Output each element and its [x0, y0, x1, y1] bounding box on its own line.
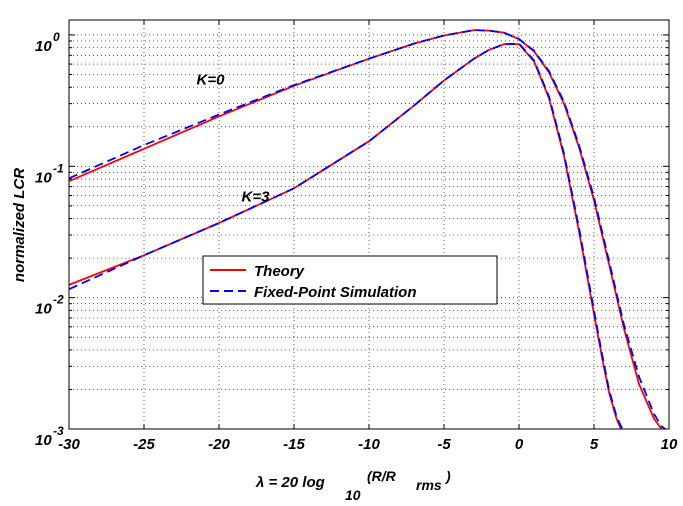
y-tick-label: 10	[35, 301, 52, 318]
y-tick-label: 10	[35, 38, 52, 55]
x-tick-label: 5	[590, 436, 599, 453]
x-axis-label-main: λ = 20 log	[255, 474, 325, 491]
x-tick-label: 10	[661, 436, 678, 453]
y-tick-label-exponent: -1	[53, 161, 64, 175]
y-tick-label-exponent: -2	[53, 293, 64, 307]
x-axis-label-sup: (R/R	[367, 468, 397, 484]
x-tick-label: -15	[283, 436, 305, 453]
series-line-k0-simulation	[69, 29, 667, 429]
x-tick-label: 0	[515, 436, 524, 453]
series-line-k3-theory	[69, 43, 623, 429]
curves	[69, 29, 667, 429]
legend-label-simulation: Fixed-Point Simulation	[254, 284, 417, 301]
annotations: K=0 K=3	[197, 71, 271, 205]
x-tick-label: -20	[208, 436, 230, 453]
x-tick-label: -25	[133, 436, 155, 453]
y-tick-label: 10	[35, 432, 52, 449]
legend-label-theory: Theory	[254, 263, 305, 280]
legend-box	[202, 255, 498, 305]
y-axis-label: normalized LCR	[11, 168, 28, 282]
x-tick-label: -5	[437, 436, 451, 453]
x-axis-label-sup-sub: rms	[416, 477, 442, 493]
curve-annotation: K=0	[197, 71, 226, 88]
y-tick-label-exponent: -3	[53, 424, 64, 438]
x-tick-label: -30	[58, 436, 80, 453]
x-tick-label: -10	[358, 436, 380, 453]
legend: Theory Fixed-Point Simulation	[202, 255, 498, 305]
grid	[69, 20, 669, 429]
x-axis-label-sub: 10	[345, 487, 361, 503]
x-axis-label: λ = 20 log 10 (R/R rms )	[255, 468, 451, 503]
curve-annotation: K=3	[242, 188, 271, 205]
y-tick-label-exponent: 0	[53, 30, 60, 44]
x-axis-label-sup-end: )	[444, 468, 451, 484]
y-tick-label: 10	[35, 169, 52, 186]
